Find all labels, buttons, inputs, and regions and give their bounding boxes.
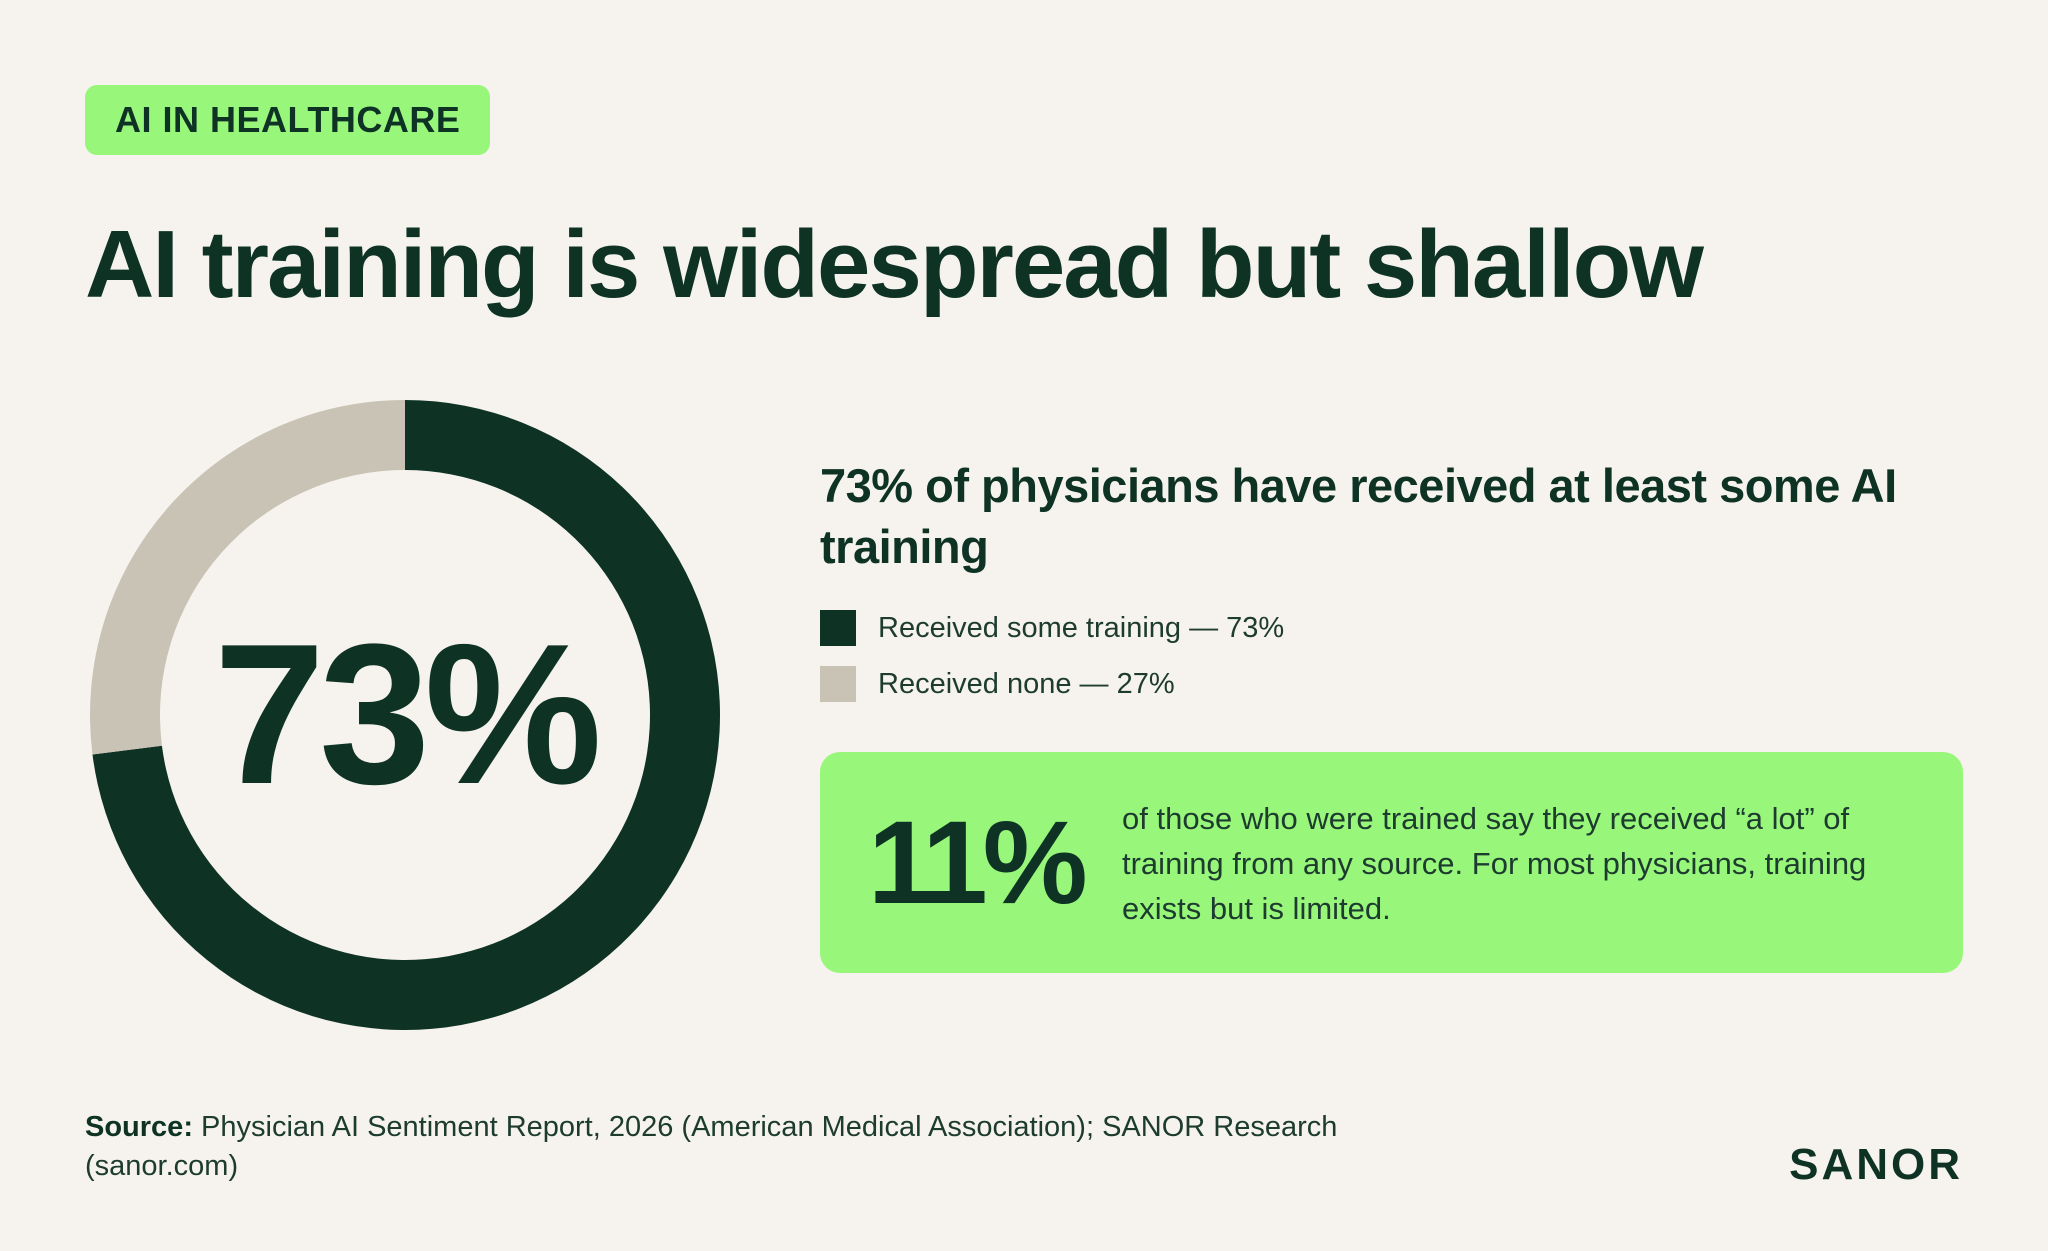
donut-slice-received-none <box>90 400 405 755</box>
legend-swatch-some-training <box>820 610 856 646</box>
category-tag: AI IN HEALTHCARE <box>85 85 491 155</box>
callout-text: of those who were trained say they recei… <box>1122 801 1867 926</box>
brand-logo: SANOR <box>1789 1140 1963 1189</box>
callout-stat: 11% <box>868 796 1088 929</box>
chart-legend: Received some training — 73% Received no… <box>820 608 1284 720</box>
source-text: Physician AI Sentiment Report, 2026 (Ame… <box>85 1111 1338 1182</box>
legend-item-none: Received none — 27% <box>820 664 1284 704</box>
legend-label-some-training: Received some training — 73% <box>878 611 1285 644</box>
legend-item-some-training: Received some training — 73% <box>820 608 1284 648</box>
donut-center-value: 73% <box>213 603 602 826</box>
legend-label-none: Received none — 27% <box>878 667 1175 700</box>
source-note: Source: Physician AI Sentiment Report, 2… <box>85 1108 1485 1186</box>
page-title: AI training is widespread but shallow <box>85 211 1704 318</box>
source-label: Source: <box>85 1111 193 1143</box>
callout-box: 11% of those who were trained say they r… <box>820 752 1963 973</box>
donut-chart <box>90 400 720 1030</box>
legend-swatch-none <box>820 666 856 702</box>
chart-subtitle: 73% of physicians have received at least… <box>820 459 1897 574</box>
